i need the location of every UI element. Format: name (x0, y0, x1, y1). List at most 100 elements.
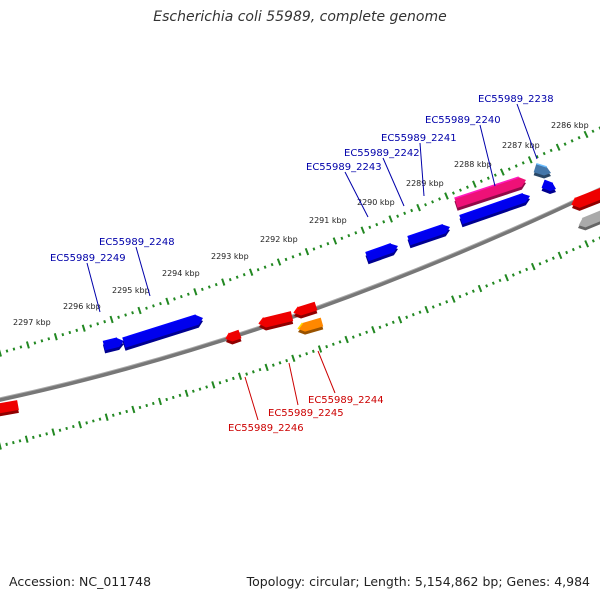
outer-minor-tick (354, 231, 358, 235)
kbp-label: 2287 kbp (502, 141, 540, 150)
inner-minor-tick (551, 256, 555, 260)
gene-label[interactable]: EC55989_2243 (306, 162, 382, 173)
gene-label[interactable]: EC55989_2246 (228, 423, 304, 434)
inner-major-tick (51, 428, 56, 436)
inner-major-tick (237, 372, 243, 381)
gene-arrow[interactable] (258, 311, 294, 331)
outer-minor-tick (403, 211, 407, 215)
gene-arrow[interactable] (541, 179, 556, 194)
inner-major-tick (291, 354, 296, 363)
gene-label[interactable]: EC55989_2249 (50, 253, 126, 264)
gene-arrow-face (226, 329, 242, 342)
inner-minor-tick (571, 247, 575, 252)
inner-major-tick (264, 363, 269, 372)
gene-arrow[interactable] (122, 314, 203, 351)
outer-major-tick (221, 278, 226, 286)
gene-label[interactable]: EC55989_2240 (425, 115, 501, 126)
map-title: Escherichia coli 55989, complete genome (153, 9, 447, 25)
gene-arrow-face (459, 193, 530, 225)
outer-major-tick (472, 180, 477, 188)
inner-minor-tick (165, 397, 169, 402)
inner-minor-tick (271, 363, 275, 367)
outer-minor-tick (124, 313, 127, 317)
gene-label[interactable]: EC55989_2238 (478, 94, 554, 105)
outer-minor-tick (228, 277, 232, 282)
outer-major-tick (193, 288, 198, 296)
outer-major-tick (555, 143, 561, 151)
inner-minor-tick (411, 313, 415, 317)
inner-minor-tick (305, 352, 309, 356)
kbp-label: 2286 kbp (551, 121, 589, 130)
kbp-label: 2289 kbp (406, 179, 444, 188)
gene-arrow[interactable] (533, 162, 551, 179)
kbp-label: 2288 kbp (454, 160, 492, 169)
label-connector (288, 362, 299, 406)
gene-arrow-highlight (454, 176, 519, 199)
outer-minor-tick (451, 191, 455, 195)
gene-arrow-highlight (459, 193, 524, 217)
gene-arrow-face (541, 180, 556, 191)
gene-arrow[interactable] (577, 209, 600, 231)
gene-arrow[interactable] (459, 193, 530, 228)
inner-minor-tick (358, 332, 362, 337)
outer-minor-tick (535, 154, 539, 159)
inner-minor-tick (458, 294, 462, 299)
gene-arrow[interactable] (297, 317, 324, 335)
outer-minor-tick (570, 139, 574, 143)
inner-minor-tick (338, 340, 342, 344)
outer-minor-tick (542, 151, 546, 156)
gene-arrow-face (572, 188, 600, 208)
gene-label[interactable]: EC55989_2248 (99, 237, 175, 248)
gene-label[interactable]: EC55989_2242 (344, 148, 420, 159)
inner-major-tick (584, 240, 590, 248)
outer-minor-tick (347, 233, 351, 238)
gene-arrow[interactable] (407, 223, 450, 249)
outer-minor-tick (424, 203, 428, 207)
outer-minor-tick (396, 214, 400, 218)
gene-label[interactable]: EC55989_2244 (308, 395, 384, 406)
inner-minor-tick (285, 358, 289, 363)
inner-major-tick (131, 405, 136, 414)
inner-minor-tick (298, 354, 302, 358)
gene-arrow-face (365, 243, 398, 262)
inner-minor-tick (138, 405, 142, 410)
inner-major-tick (557, 251, 563, 260)
gene-arrow-face (407, 224, 450, 246)
inner-minor-tick (518, 270, 522, 274)
outer-minor-tick (375, 222, 379, 227)
label-connector (317, 350, 336, 394)
inner-minor-tick (225, 378, 229, 383)
gene-features (0, 162, 600, 417)
outer-minor-tick (479, 179, 483, 183)
gene-arrow[interactable] (102, 337, 124, 354)
outer-minor-tick (96, 322, 100, 326)
inner-minor-tick (45, 432, 48, 436)
inner-minor-tick (565, 250, 569, 255)
inner-minor-tick (205, 385, 209, 389)
outer-minor-tick (103, 319, 107, 324)
inner-major-tick (371, 326, 376, 334)
label-connector (86, 262, 101, 313)
gene-label[interactable]: EC55989_2245 (268, 408, 344, 419)
gene-label[interactable]: EC55989_2241 (381, 133, 457, 144)
outer-minor-tick (173, 297, 176, 301)
outer-minor-tick (284, 257, 288, 262)
outer-minor-tick (312, 247, 316, 251)
inner-minor-tick (491, 281, 495, 285)
gene-arrow-face (0, 400, 19, 414)
outer-minor-tick (214, 282, 218, 287)
inner-minor-tick (445, 300, 449, 304)
outer-minor-tick (61, 333, 65, 337)
outer-minor-tick (159, 301, 162, 306)
gene-arrow[interactable] (0, 400, 19, 417)
gene-arrow[interactable] (225, 329, 242, 345)
gene-arrow-face (578, 210, 600, 228)
gene-arrow[interactable] (365, 243, 398, 265)
gene-arrow[interactable] (571, 187, 600, 211)
outer-minor-tick (319, 244, 323, 248)
inner-minor-tick (485, 284, 489, 288)
outer-major-tick (583, 130, 589, 139)
gene-arrow[interactable] (293, 301, 318, 319)
gene-arrow[interactable] (454, 176, 526, 211)
outer-minor-tick (458, 188, 462, 192)
